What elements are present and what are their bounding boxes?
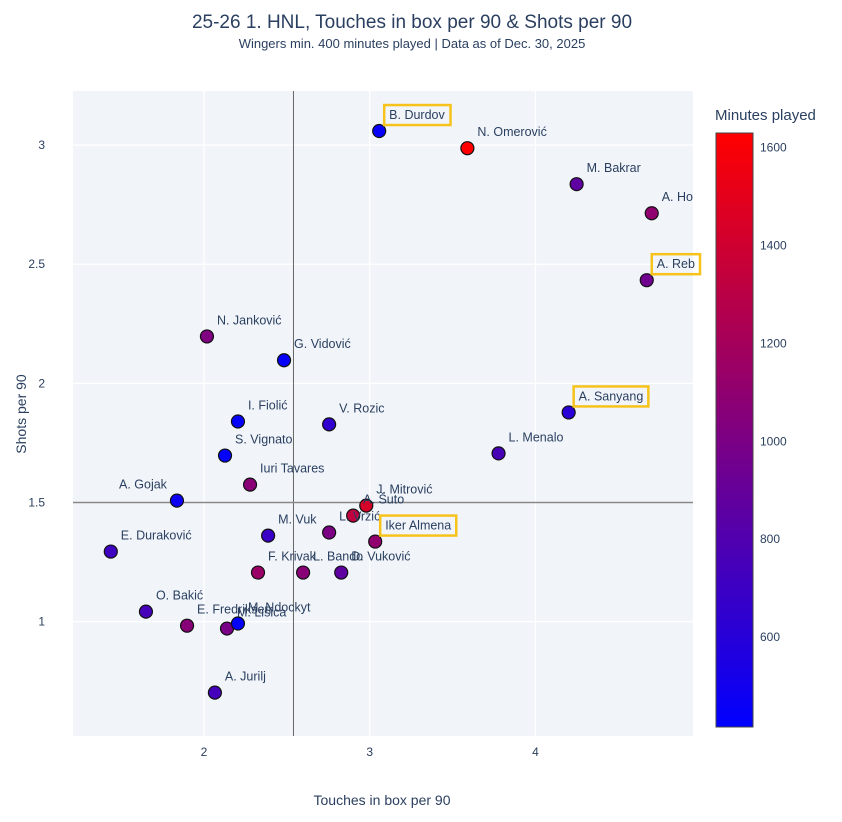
data-point[interactable] (261, 528, 276, 543)
data-point[interactable] (217, 448, 233, 463)
colorbar (715, 132, 754, 728)
point-label: O. Bakić (156, 589, 203, 603)
x-axis-ticks: 2 3 4 (201, 745, 540, 759)
y-tick-label: 2.5 (28, 257, 45, 271)
y-tick-label: 3 (38, 138, 45, 152)
y-tick-label: 1.5 (28, 495, 45, 509)
x-tick-label: 4 (532, 745, 539, 759)
point-label: M. Lisica (237, 606, 286, 620)
colorbar-title: Minutes played (715, 107, 816, 124)
data-points (103, 123, 659, 700)
point-label: I. Fiolić (248, 398, 288, 412)
data-point[interactable] (169, 493, 185, 508)
data-point[interactable] (368, 534, 383, 549)
highlight-box (378, 514, 458, 537)
data-point[interactable] (295, 565, 311, 580)
colorbar-tick-label: 1400 (760, 239, 787, 253)
data-point[interactable] (359, 498, 374, 513)
data-point[interactable] (322, 525, 337, 540)
point-label: B. Durdov (389, 108, 445, 122)
point-label: M. Bakrar (587, 161, 641, 175)
colorbar-ticks: 600 800 1000 1200 1400 1600 (760, 141, 787, 644)
data-point[interactable] (138, 604, 154, 619)
point-label: M. Ndockyt (248, 601, 311, 615)
data-point[interactable] (207, 685, 223, 700)
point-label: A. Sanyang (579, 389, 644, 403)
point-label: E. Duraković (121, 529, 192, 543)
point-label: Iuri Tavares (260, 462, 324, 476)
data-point[interactable] (103, 544, 118, 559)
data-point[interactable] (569, 177, 584, 192)
point-label: A. Reb (657, 257, 695, 271)
point-label: G. Vidović (294, 337, 351, 351)
point-label: V. Rozic (339, 401, 384, 415)
data-point[interactable] (242, 477, 258, 492)
y-tick-label: 1 (38, 615, 45, 629)
data-point[interactable] (334, 565, 349, 580)
colorbar-tick-label: 1000 (760, 434, 787, 448)
data-point[interactable] (460, 141, 475, 156)
point-labels: B. Durdov N. Omerović M. Bakrar A. Ho A. Reb… (119, 103, 702, 684)
chart-title: 25-26 1. HNL, Touches in box per 90 & Sh… (192, 12, 632, 33)
data-point[interactable] (491, 446, 506, 461)
x-axis-title: Touches in box per 90 (314, 792, 451, 808)
colorbar-tick-label: 1200 (760, 336, 787, 350)
colorbar-tick-label: 800 (760, 532, 780, 546)
data-point[interactable] (346, 508, 361, 523)
data-point[interactable] (372, 123, 387, 139)
y-axis-title: Shots per 90 (13, 374, 29, 454)
y-axis-ticks: 1 1.5 2 2.5 3 (28, 138, 45, 629)
highlight-box (382, 103, 452, 127)
x-tick-label: 2 (201, 745, 208, 759)
gridlines (73, 91, 693, 736)
x-tick-label: 3 (366, 745, 373, 759)
data-point[interactable] (250, 565, 266, 580)
plot-area (73, 91, 693, 736)
data-point[interactable] (644, 206, 659, 221)
data-point[interactable] (322, 417, 337, 432)
point-label: A. Jurilj (225, 670, 266, 684)
colorbar-tick-label: 600 (760, 630, 780, 644)
point-label: L. Menalo (509, 430, 564, 444)
point-label: J. Mitrović (376, 483, 432, 497)
point-label: Iker Almena (385, 519, 451, 533)
data-point[interactable] (276, 353, 292, 368)
point-label: F. Krivak (268, 550, 317, 564)
point-label: A. Ho (662, 190, 693, 204)
point-label: L. Bando (313, 550, 363, 564)
colorbar-tick-label: 1600 (760, 141, 787, 155)
data-point[interactable] (230, 616, 246, 631)
point-label: L. Vrzić (339, 510, 380, 524)
y-tick-label: 2 (38, 376, 45, 390)
data-point[interactable] (230, 414, 246, 429)
point-label: A. Gojak (119, 478, 168, 492)
data-point[interactable] (561, 405, 576, 420)
point-label: M. Vuk (278, 513, 317, 527)
data-point[interactable] (179, 618, 195, 633)
point-label: S. Vignato (235, 433, 293, 447)
point-label: A. Šuto (363, 492, 404, 507)
point-label: D. Vuković (351, 550, 410, 564)
point-label: N. Omerović (477, 125, 546, 139)
point-label: N. Janković (217, 313, 282, 327)
chart-subtitle: Wingers min. 400 minutes played | Data a… (239, 36, 586, 51)
point-label: E. Fredriksen (197, 603, 271, 617)
highlight-box (650, 252, 702, 276)
data-point[interactable] (199, 329, 215, 344)
highlight-box (572, 385, 650, 408)
data-point[interactable] (639, 273, 654, 288)
